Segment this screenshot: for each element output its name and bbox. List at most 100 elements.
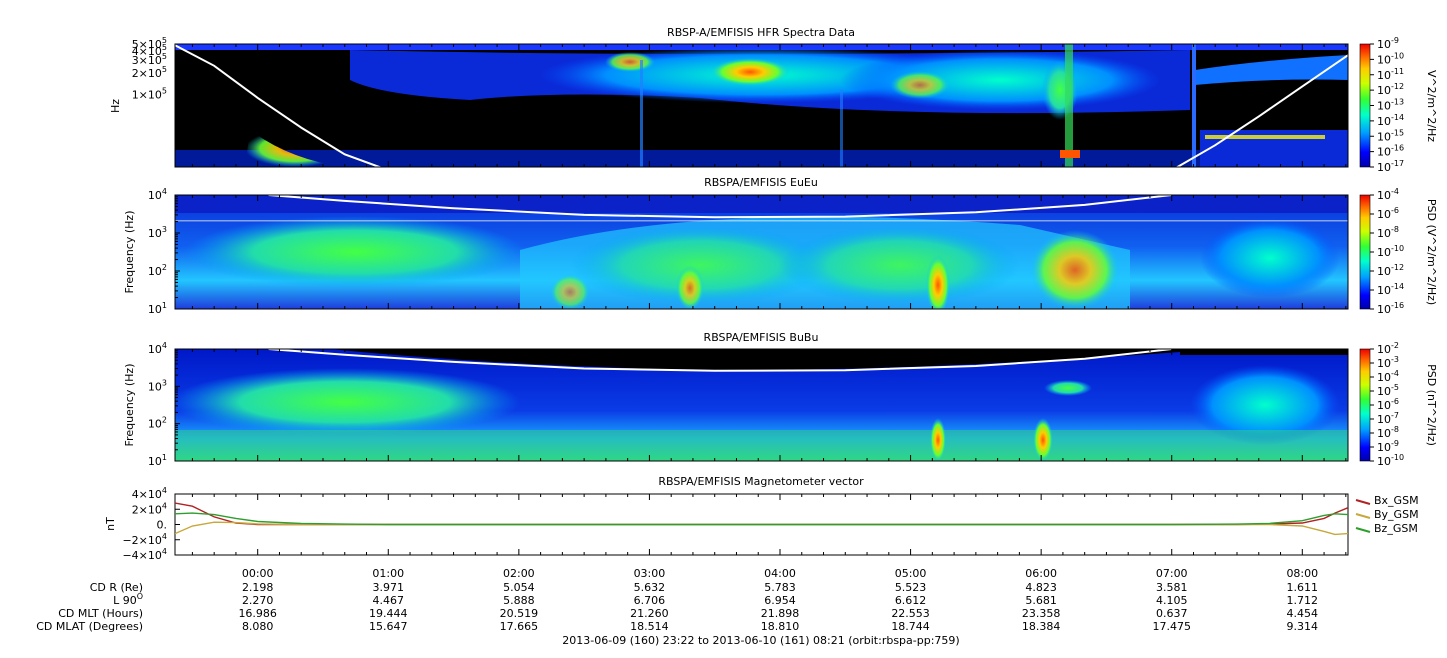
ephemeris-value: 3.971 [373,581,405,594]
colorbar-tick-label: 10-10 [1377,51,1404,66]
legend-swatch [1355,513,1371,519]
eueu-gyrofrequency-line [268,195,1172,219]
y-tick-label: 4×105 [132,43,167,58]
colorbar-tick-label: 10-9 [1377,439,1399,454]
colorbar-tick-label: 10-8 [1377,225,1399,240]
hfr-colorbar [1359,43,1371,168]
x-tick-label: 03:00 [634,567,666,580]
hfr-spectrogram [175,44,1348,167]
legend-label: By_GSM [1374,508,1419,521]
y-tick-label: 104 [148,187,167,202]
ephemeris-table: CD R (Re) 2.198 3.971 5.054 5.632 5.783 5.523 4… [36,581,1318,633]
colorbar-tick-label: 10-14 [1377,113,1404,128]
ephemeris-row-label: CD MLT (Hours) [58,607,143,620]
y-tick-label: 2×104 [132,501,167,516]
colorbar-tick-label: 10-2 [1377,341,1399,356]
ephemeris-value: 17.475 [1152,620,1191,633]
ephemeris-value: 8.080 [242,620,274,633]
colorbar-tick-label: 10-3 [1377,355,1399,370]
ephemeris-value: 23.358 [1022,607,1061,620]
hfr-colorbar-ticks: 10-910-1010-1110-1210-1310-1410-1510-161… [1370,36,1404,174]
colorbar-tick-label: 10-12 [1377,82,1404,97]
ephemeris-value: 5.632 [634,581,666,594]
eueu-y-label: Frequency (Hz) [123,211,136,294]
colorbar-tick-label: 10-16 [1377,301,1404,316]
colorbar-tick-label: 10-12 [1377,263,1404,278]
colorbar-tick-label: 10-7 [1377,411,1399,426]
bubu-y-label: Frequency (Hz) [123,364,136,447]
ephemeris-value: 17.665 [500,620,539,633]
colorbar-tick-label: 10-10 [1377,244,1404,259]
panel-title-magnetometer: RBSPA/EMFISIS Magnetometer vector [658,475,864,488]
y-tick-label: 103 [148,378,167,393]
time-axis-ticks: 00:00 01:00 02:00 03:00 04:00 05:00 06:00 07:00… [191,44,1347,580]
hfr-y-label: Hz [109,99,122,113]
ephemeris-row-label: CD MLAT (Degrees) [36,620,143,633]
ephemeris-value: 18.810 [761,620,800,633]
colorbar-tick-label: 10-14 [1377,282,1404,297]
ephemeris-value: 3.581 [1156,581,1188,594]
y-tick-label: 2×105 [132,65,167,80]
bubu-colorbar-label: PSD (nT^2/Hz) [1425,364,1438,446]
time-range-footer: 2013-06-09 (160) 23:22 to 2013-06-10 (16… [562,634,959,647]
y-tick-label: 104 [148,341,167,356]
x-tick-label: 08:00 [1286,567,1318,580]
panel-bubu: RBSPA/EMFISIS BuBu 101 102 103 104 Frequenc… [123,331,1438,468]
x-tick-label: 01:00 [372,567,404,580]
y-tick-label: 101 [148,301,167,316]
ephemeris-value: 0.637 [1156,607,1188,620]
ephemeris-value: 1.712 [1287,594,1319,607]
y-tick-label: 0. [157,519,168,532]
y-tick-label: 101 [148,453,167,468]
colorbar-tick-label: 10-8 [1377,425,1399,440]
colorbar-tick-label: 10-15 [1377,128,1404,143]
bubu-colorbar [1359,348,1371,462]
ephemeris-value: 19.444 [369,607,408,620]
ephemeris-value: 21.898 [761,607,800,620]
y-tick-label: 103 [148,225,167,240]
colorbar-tick-label: 10-11 [1377,67,1404,82]
colorbar-tick-label: 10-13 [1377,98,1404,113]
ephemeris-row-label: L 90O [113,592,143,607]
colorbar-tick-label: 10-10 [1377,453,1404,468]
x-tick-label: 07:00 [1156,567,1188,580]
ephemeris-value: 18.384 [1022,620,1061,633]
magnetometer-y-label: nT [104,517,117,531]
y-tick-label: 3×105 [132,52,167,67]
ephemeris-value: 2.198 [242,581,274,594]
eueu-colorbar [1359,194,1371,310]
ephemeris-value: 5.523 [895,581,927,594]
bubu-y-axis: 101 102 103 104 [148,341,180,468]
y-tick-label: 102 [148,263,167,278]
colorbar-tick-label: 10-6 [1377,206,1399,221]
ephemeris-value: 1.611 [1287,581,1319,594]
x-tick-label: 06:00 [1025,567,1057,580]
ephemeris-value: 6.954 [764,594,796,607]
colorbar-tick-label: 10-5 [1377,383,1399,398]
ephemeris-row-label: CD R (Re) [90,581,143,594]
ephemeris-value: 5.888 [503,594,535,607]
colorbar-tick-label: 10-6 [1377,397,1399,412]
panel-title-eueu: RBSPA/EMFISIS EuEu [704,176,818,189]
ephemeris-value: 16.986 [238,607,277,620]
series-line-bz_gsm [175,512,1348,526]
ephemeris-value: 18.744 [891,620,930,633]
bubu-colorbar-ticks: 10-210-310-410-510-610-710-810-910-10 [1370,341,1404,468]
eueu-spectrogram [175,195,1348,309]
panel-magnetometer: RBSPA/EMFISIS Magnetometer vector 4×1042… [104,475,1419,562]
ephemeris-value: 6.706 [634,594,666,607]
eueu-colorbar-label: PSD (V^2/m^2/Hz) [1425,199,1438,305]
legend-label: Bz_GSM [1374,522,1418,535]
ephemeris-value: 18.514 [630,620,669,633]
ephemeris-value: 4.467 [373,594,405,607]
colorbar-tick-label: 10-16 [1377,144,1404,159]
panel-title-bubu: RBSPA/EMFISIS BuBu [704,331,819,344]
ephemeris-value: 5.681 [1025,594,1057,607]
colorbar-tick-label: 10-17 [1377,159,1404,174]
y-tick-label: −4×104 [122,547,167,562]
x-tick-label: 04:00 [764,567,796,580]
